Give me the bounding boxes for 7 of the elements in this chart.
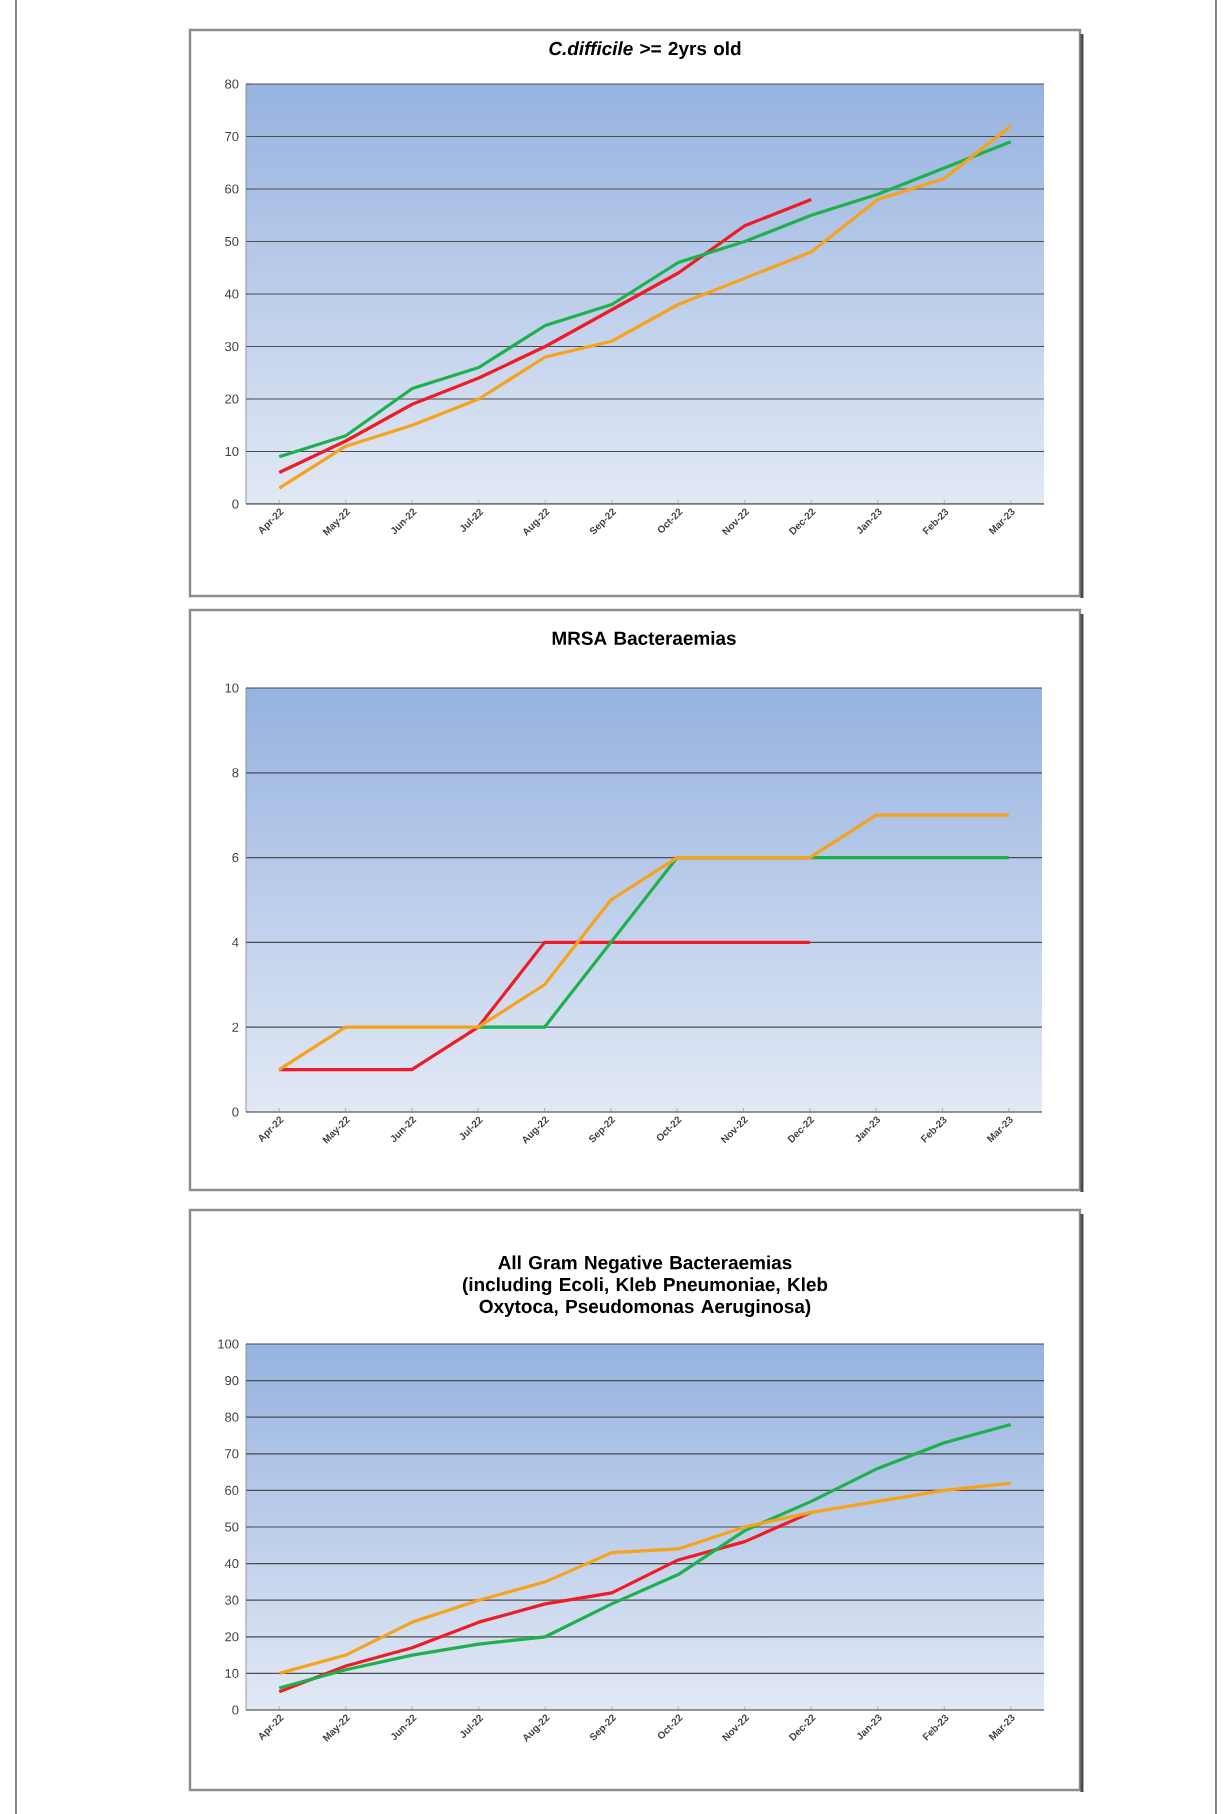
chart-title: MRSA Bacteraemias: [552, 631, 736, 645]
line-series: [277, 1510, 813, 1694]
chart-subtitle: (including Ecoli, Kleb Pneumoniae, Kleb Oxytoca, Pseudomonas Aeruginosa): [462, 1277, 828, 1317]
chart-title: All Gram Negative Bacteraemias: [498, 1255, 792, 1274]
line-series: [277, 1481, 1013, 1675]
line-series: [277, 1422, 1013, 1690]
chart-title: C.difficile >= 2yrs old: [549, 41, 741, 60]
